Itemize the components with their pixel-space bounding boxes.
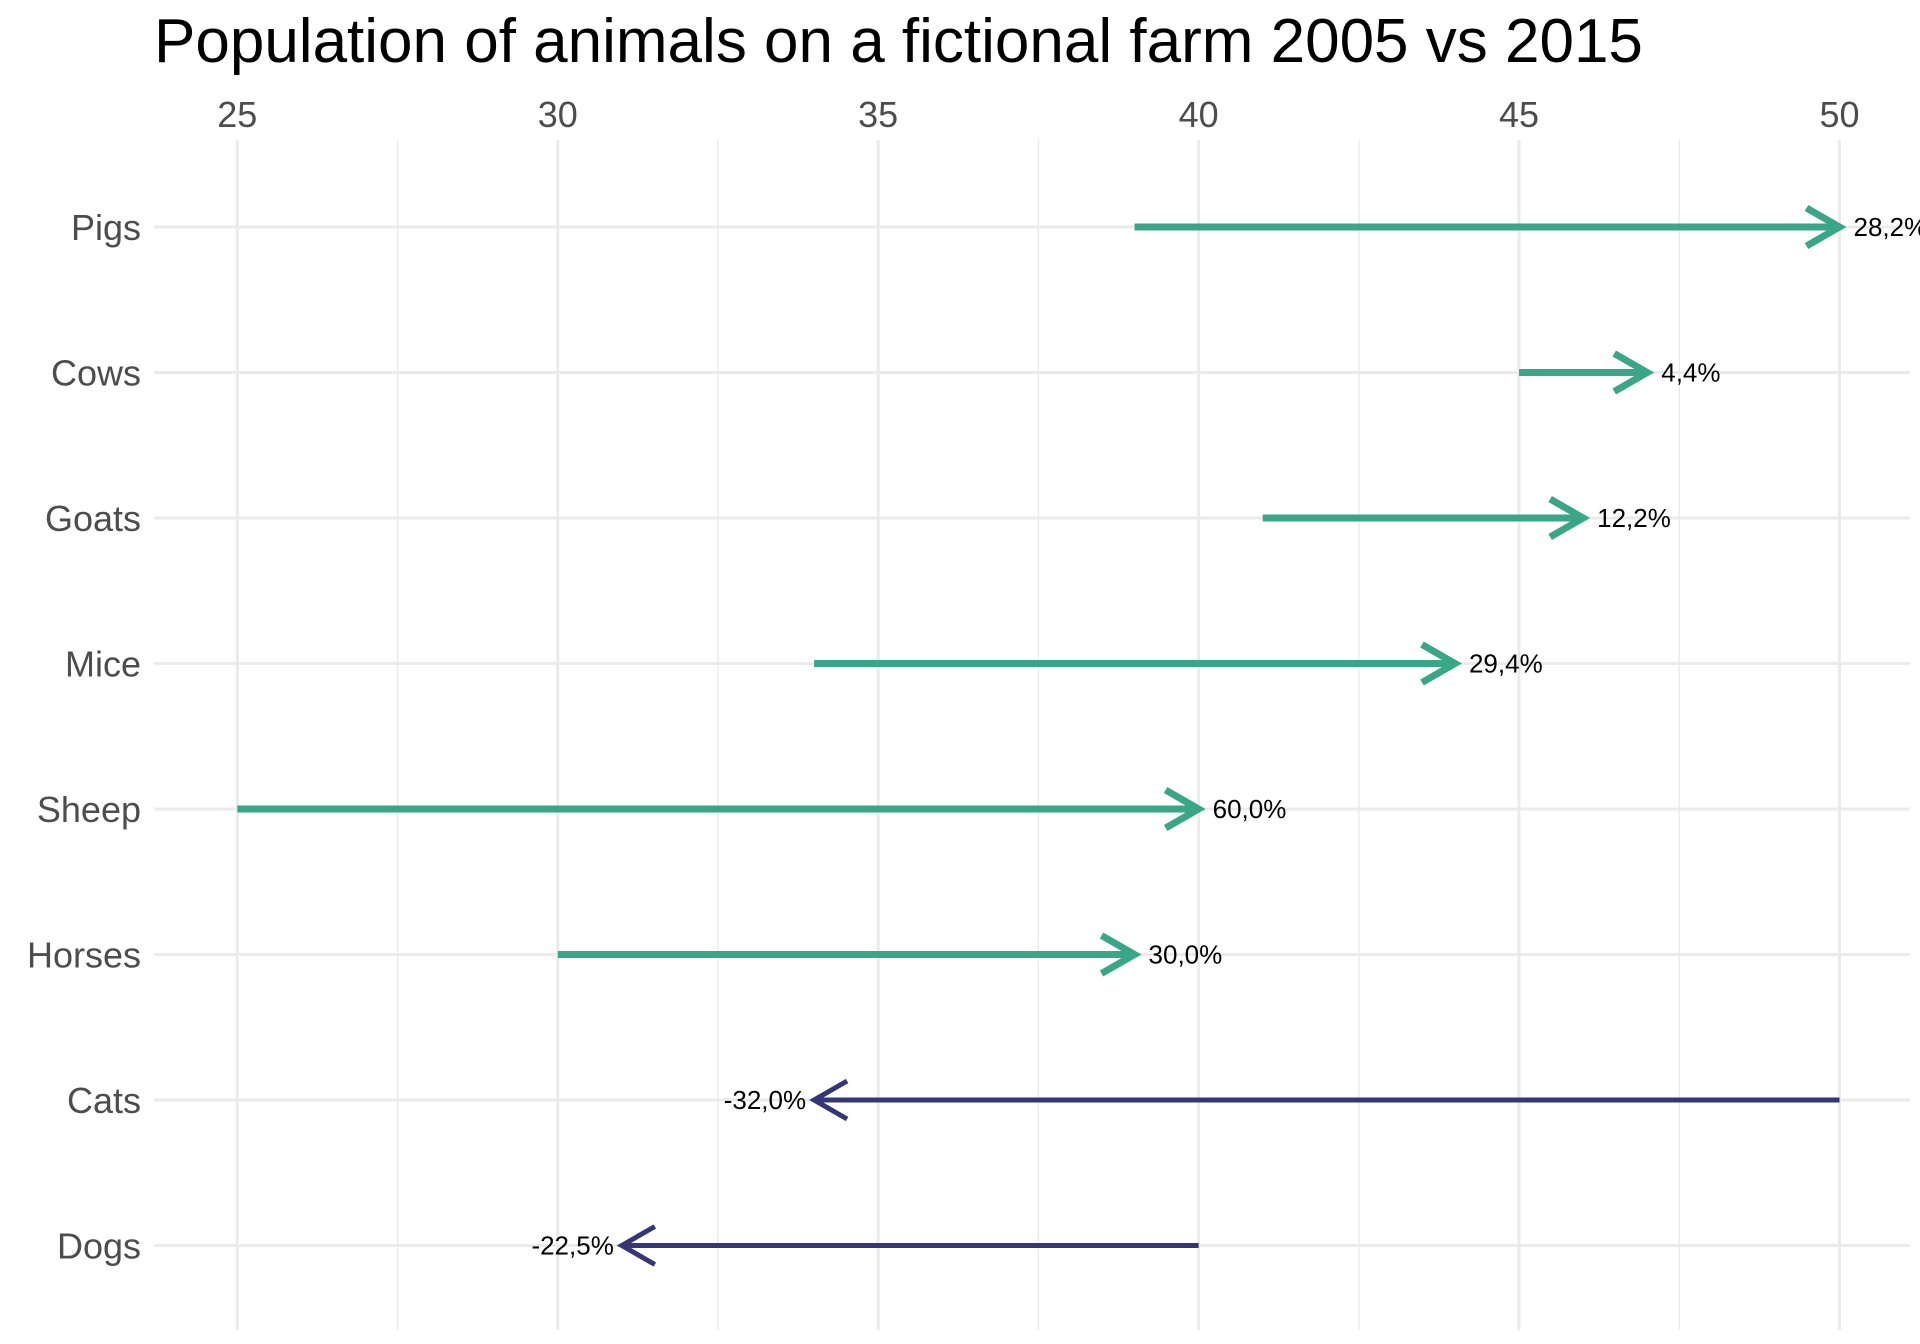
arrow-head [1548, 495, 1591, 541]
arrow-head [809, 1078, 849, 1122]
label-layer: 28,2% 4,4% 12,2% 29,4% 60,0% 30,0% -32,0% -22,5… [531, 212, 1920, 1261]
change-percent-label: 60,0% [1213, 794, 1287, 824]
change-percent-label: 4,4% [1661, 358, 1720, 388]
chart-title: Population of animals on a fictional far… [154, 7, 1643, 76]
arrow-head [1804, 204, 1847, 250]
arrow-head [1612, 350, 1655, 395]
change-percent-label: 28,2% [1854, 212, 1920, 242]
x-tick-label: 40 [1179, 94, 1219, 135]
y-axis: Pigs Cows Goats Mice Sheep Horses Cats Dogs [27, 207, 141, 1267]
change-percent-label: -32,0% [724, 1085, 806, 1115]
change-percent-label: -22,5% [531, 1231, 613, 1261]
y-tick-label: Cats [67, 1080, 141, 1121]
change-percent-label: 30,0% [1149, 940, 1223, 970]
x-tick-label: 45 [1499, 94, 1539, 135]
arrow-head [1420, 641, 1462, 686]
y-tick-label: Sheep [37, 789, 141, 830]
arrow-layer [237, 204, 1847, 1267]
arrow-head [1163, 786, 1206, 832]
x-axis: 25 30 35 40 45 50 [217, 94, 1859, 135]
y-tick-label: Horses [27, 935, 141, 976]
grid-layer [154, 140, 1910, 1330]
y-tick-label: Pigs [71, 207, 141, 248]
x-tick-label: 50 [1819, 94, 1859, 135]
x-tick-label: 30 [538, 94, 578, 135]
y-tick-label: Cows [51, 353, 141, 394]
change-percent-label: 12,2% [1597, 503, 1671, 533]
arrow-head [616, 1224, 657, 1267]
x-tick-label: 35 [858, 94, 898, 135]
y-tick-label: Dogs [57, 1226, 141, 1267]
y-tick-label: Mice [65, 644, 141, 685]
x-tick-label: 25 [217, 94, 257, 135]
y-tick-label: Goats [45, 498, 141, 539]
change-percent-label: 29,4% [1469, 649, 1543, 679]
arrow-head [1099, 932, 1142, 977]
